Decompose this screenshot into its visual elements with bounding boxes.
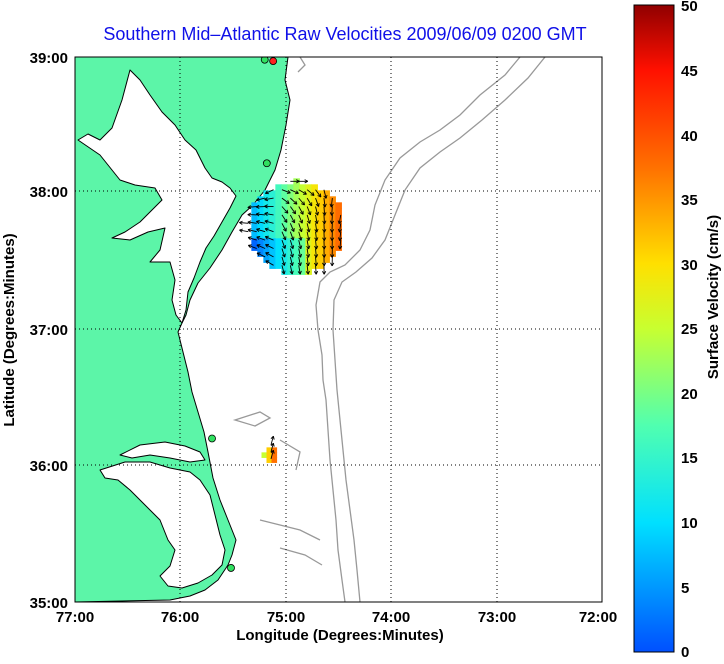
station-marker — [270, 58, 277, 65]
y-axis-ticks: 39:00 38:00 37:00 36:00 35:00 — [30, 50, 68, 612]
velocity-cell — [275, 232, 282, 239]
velocity-cell — [251, 202, 258, 209]
y-tick-label: 35:00 — [30, 595, 68, 612]
velocity-cell — [299, 184, 306, 191]
station-marker — [263, 160, 270, 167]
velocity-cell — [275, 256, 282, 263]
velocity-cell — [311, 184, 318, 191]
colorbar: 50 45 40 35 30 25 20 15 10 5 0 Surface V… — [634, 0, 722, 659]
x-axis-ticks: 77:00 76:00 75:00 74:00 73:00 72:00 — [56, 609, 617, 626]
x-tick-label: 73:00 — [478, 609, 516, 626]
velocity-cell — [305, 196, 312, 203]
y-tick-label: 39:00 — [30, 50, 68, 67]
map-plot — [75, 56, 602, 602]
velocity-cell — [287, 208, 294, 215]
velocity-cell — [269, 256, 276, 263]
velocity-cell — [275, 220, 282, 227]
colorbar-tick-label: 40 — [681, 128, 698, 145]
velocity-cell — [275, 214, 282, 221]
velocity-cell — [317, 256, 324, 263]
colorbar-tick-label: 35 — [681, 192, 698, 209]
velocity-cell — [275, 250, 282, 257]
velocity-cell — [335, 208, 342, 215]
colorbar-tick-label: 50 — [681, 0, 698, 15]
x-axis-label: Longitude (Degrees:Minutes) — [236, 627, 444, 644]
velocity-cell — [275, 244, 282, 251]
velocity-cell — [293, 268, 300, 275]
velocity-cell — [263, 238, 270, 245]
velocity-cell — [261, 452, 267, 458]
colorbar-tick-label: 0 — [681, 644, 689, 659]
velocity-cell — [269, 196, 276, 203]
velocity-cell — [335, 202, 342, 209]
velocity-cell — [251, 214, 258, 221]
velocity-cell — [275, 226, 282, 233]
velocity-cell — [275, 262, 282, 269]
colorbar-tick-label: 30 — [681, 257, 698, 274]
velocity-cell — [275, 208, 282, 215]
x-tick-label: 76:00 — [161, 609, 199, 626]
y-tick-label: 37:00 — [30, 322, 68, 339]
colorbar-label: Surface Velocity (cm/s) — [705, 215, 722, 379]
velocity-cell — [311, 214, 318, 221]
colorbar-ticks: 50 45 40 35 30 25 20 15 10 5 0 — [681, 0, 698, 659]
colorbar-tick-label: 45 — [681, 63, 698, 80]
velocity-cell — [275, 190, 282, 197]
velocity-cell — [317, 214, 324, 221]
y-tick-label: 36:00 — [30, 458, 68, 475]
colorbar-tick-label: 10 — [681, 515, 698, 532]
velocity-cell — [275, 184, 282, 191]
velocity-cell — [275, 196, 282, 203]
velocity-cell — [271, 457, 277, 463]
y-tick-label: 38:00 — [30, 184, 68, 201]
chart-title: Southern Mid–Atlantic Raw Velocities 200… — [103, 24, 586, 44]
x-tick-label: 75:00 — [267, 609, 305, 626]
velocity-cell — [275, 202, 282, 209]
velocity-cell — [269, 220, 276, 227]
colorbar-gradient — [634, 5, 674, 652]
station-marker — [227, 564, 234, 571]
colorbar-tick-label: 25 — [681, 321, 698, 338]
x-tick-label: 74:00 — [372, 609, 410, 626]
colorbar-tick-label: 5 — [681, 580, 689, 597]
velocity-cell — [269, 202, 276, 209]
colorbar-tick-label: 20 — [681, 386, 698, 403]
station-marker — [209, 435, 216, 442]
velocity-cell — [269, 232, 276, 239]
velocity-cell — [311, 256, 318, 263]
velocity-cell — [269, 226, 276, 233]
velocity-cell — [275, 238, 282, 245]
y-axis-label: Latitude (Degrees:Minutes) — [1, 233, 18, 426]
velocity-cell — [305, 184, 312, 191]
velocity-cell — [329, 196, 336, 203]
velocity-cell — [269, 214, 276, 221]
x-tick-label: 72:00 — [579, 609, 617, 626]
colorbar-tick-label: 15 — [681, 450, 698, 467]
